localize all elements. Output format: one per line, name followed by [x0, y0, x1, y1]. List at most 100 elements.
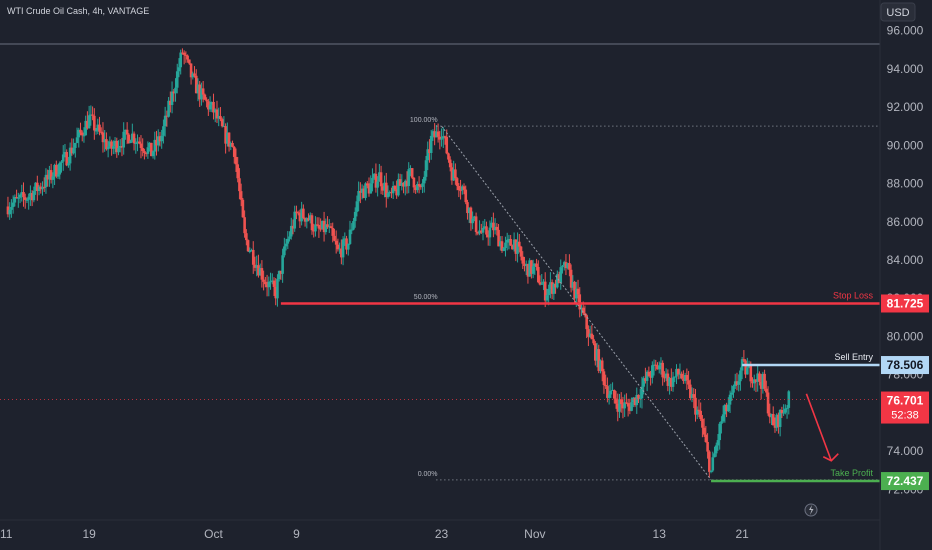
candle-body — [18, 194, 22, 198]
candle-body — [512, 239, 516, 250]
candle-body — [112, 146, 115, 149]
candle-body — [768, 413, 772, 418]
candle-body — [642, 378, 645, 387]
candle-body — [146, 147, 150, 154]
candle-body — [495, 226, 499, 230]
bar-countdown-text: 52:38 — [891, 410, 919, 422]
candle-body — [58, 162, 62, 175]
candle-body — [25, 199, 29, 201]
price-axis[interactable]: 96.000 94.000 92.000 90.000 88.000 86.000 84.0… — [879, 0, 929, 550]
candle-body — [49, 170, 53, 180]
candle-body — [113, 140, 117, 147]
candle-body — [649, 376, 652, 378]
price-tick-label: 94.000 — [887, 62, 924, 76]
candle-body — [243, 217, 246, 234]
candle-body — [474, 216, 478, 232]
candle-body — [386, 192, 390, 198]
candle-body — [151, 151, 155, 157]
candle-body — [635, 394, 639, 406]
candle-body — [118, 146, 122, 148]
candle-body — [398, 179, 402, 186]
candle-body — [143, 150, 146, 154]
lightning-icon[interactable] — [804, 503, 818, 517]
candle-body — [212, 101, 215, 113]
candle-body — [571, 281, 575, 288]
time-tick-label: Oct — [204, 527, 223, 541]
candle-body — [759, 381, 763, 389]
candle-body — [189, 63, 193, 78]
candle-body — [376, 181, 379, 188]
candle-body — [188, 59, 191, 64]
candle-body — [607, 394, 611, 398]
candle-body — [441, 136, 445, 139]
candle-body — [780, 409, 784, 414]
candle-body — [191, 73, 195, 78]
candle-body — [194, 75, 198, 94]
candle-body — [258, 268, 262, 276]
candle-body — [455, 178, 459, 186]
candle-body — [576, 288, 580, 295]
candle-body — [148, 142, 151, 148]
candle-body — [334, 240, 338, 245]
candle-body — [198, 84, 202, 100]
candle-body — [621, 404, 625, 409]
candle-body — [364, 183, 367, 198]
candle-body — [507, 238, 511, 240]
candle-body — [213, 109, 217, 113]
candle-body — [308, 215, 312, 221]
candle-body — [175, 71, 179, 88]
candle-body — [668, 377, 671, 386]
candle-body — [269, 281, 272, 283]
candle-body — [23, 197, 27, 200]
time-axis[interactable]: 11 19 Oct 9 23 Nov 13 21 — [0, 519, 880, 541]
candle-body — [267, 281, 271, 288]
candle-body — [34, 182, 37, 192]
candle-body — [749, 365, 753, 382]
candle-body — [393, 186, 397, 190]
candle-body — [462, 186, 466, 190]
candle-body — [727, 404, 730, 412]
candle-body — [673, 376, 677, 378]
candle-body — [414, 187, 417, 191]
candle-body — [265, 284, 269, 288]
candle-body — [165, 115, 169, 117]
candle-body — [687, 380, 690, 385]
candle-body — [353, 211, 357, 222]
candle-body — [321, 220, 324, 229]
candle-body — [6, 206, 10, 215]
currency-button[interactable] — [880, 2, 916, 22]
candle-body — [86, 120, 89, 129]
candle-body — [516, 241, 519, 254]
candle-body — [132, 133, 136, 144]
candle-body — [397, 179, 400, 196]
candle-body — [564, 262, 568, 269]
candle-body — [614, 398, 618, 404]
candle-body — [785, 407, 789, 409]
candle-body — [53, 164, 56, 177]
candle-body — [630, 402, 633, 411]
candle-body — [70, 147, 74, 154]
candle-body — [42, 186, 46, 188]
candle-body — [77, 129, 81, 138]
candle-body — [56, 174, 60, 177]
fib-0-label: 0.00% — [418, 471, 438, 478]
candle-body — [690, 394, 694, 399]
candle-body — [723, 404, 727, 415]
candle-body — [80, 132, 84, 136]
candle-body — [744, 360, 747, 375]
candle-body — [490, 222, 493, 228]
candle-body — [137, 141, 141, 144]
candle-body — [657, 365, 661, 370]
candle-body — [618, 399, 621, 412]
candle-body — [771, 413, 775, 426]
candle-body — [431, 131, 435, 136]
candle-body — [338, 248, 341, 250]
plot-area[interactable]: 100.00% 50.00% 0.00% Stop Loss Sell Entr… — [0, 43, 880, 483]
candle-body — [205, 99, 208, 102]
candle-body — [326, 224, 329, 227]
candle-body — [324, 224, 328, 233]
candle-body — [632, 397, 635, 403]
candle-body — [405, 180, 409, 187]
candle-body — [417, 184, 421, 187]
